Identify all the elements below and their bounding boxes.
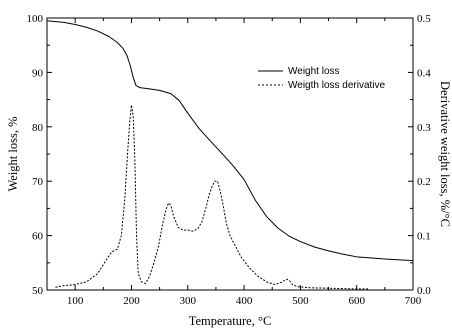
plot-frame [46,17,414,291]
x-axis-ticks: 100 200 300 400 500 600 700 [67,18,422,307]
y-right-tick-label: 0.5 [417,13,431,25]
y-left-axis-label: Weight loss, % [6,116,20,191]
series-line-derivative [55,104,368,290]
y-right-axis-ticks: 0.0 0.1 0.2 0.3 0.4 0.5 [408,13,431,297]
y-left-tick-label: 70 [32,176,44,188]
series-layer [46,20,414,290]
y-left-tick-label: 100 [27,13,44,25]
x-tick-label: 400 [236,295,253,307]
y-right-tick-label: 0.0 [417,285,431,297]
y-right-axis-label: Derivative weight loss, %/°C [438,81,452,227]
legend: Weight loss Weigth loss derivative [258,66,386,91]
y-left-tick-label: 80 [32,122,44,134]
x-tick-label: 200 [123,295,140,307]
series-line-weight-loss [46,20,414,262]
y-right-tick-label: 0.2 [417,176,431,188]
legend-label-derivative: Weigth loss derivative [288,80,386,91]
legend-label-weight-loss: Weight loss [288,66,340,77]
y-left-tick-label: 50 [32,285,44,297]
x-tick-label: 600 [348,295,365,307]
y-right-tick-label: 0.4 [417,67,431,79]
x-tick-label: 300 [180,295,197,307]
y-left-tick-label: 90 [32,67,44,79]
y-right-tick-label: 0.3 [417,122,431,134]
x-axis-label: Temperature, °C [189,314,272,328]
y-left-tick-label: 60 [32,231,44,243]
y-left-axis-ticks: 50 60 70 80 90 100 [27,13,52,297]
x-tick-label: 500 [292,295,309,307]
y-right-tick-label: 0.1 [417,231,431,243]
x-tick-label: 100 [67,295,84,307]
x-tick-label: 700 [405,295,422,307]
